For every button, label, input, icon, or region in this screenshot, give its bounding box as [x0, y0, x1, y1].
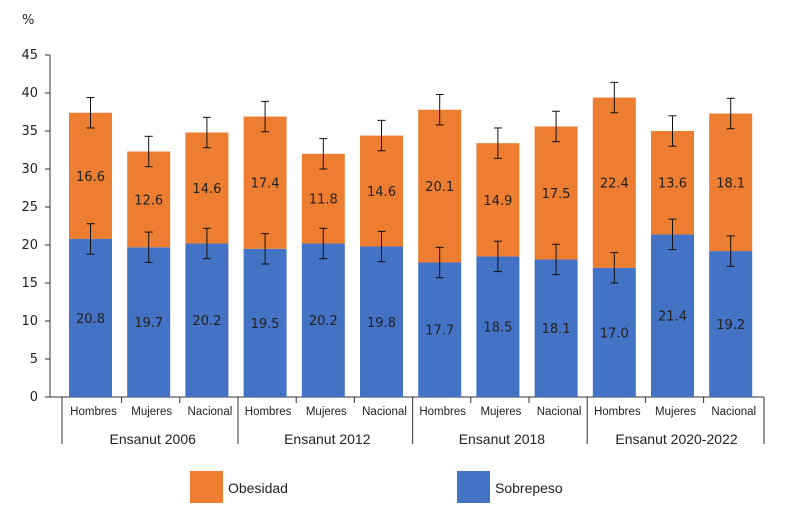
bar-sobrepeso: [243, 248, 287, 397]
bar-obesidad: [69, 112, 112, 239]
bar-obesidad: [592, 97, 636, 268]
legend-swatch: [457, 471, 490, 503]
data-label-obesidad: 14.9: [483, 194, 512, 209]
group-label: Ensanut 2006: [109, 431, 196, 447]
data-label-obesidad: 17.4: [251, 177, 280, 192]
legend-label: Sobrepeso: [495, 480, 563, 496]
legend-label: Obesidad: [228, 480, 288, 496]
data-label-sobrepeso: 20.8: [76, 312, 105, 327]
data-label-obesidad: 14.6: [192, 182, 221, 197]
data-label-obesidad: 20.1: [425, 180, 454, 195]
y-tick-label: 0: [30, 390, 38, 405]
data-label-obesidad: 13.6: [658, 177, 687, 192]
data-label-sobrepeso: 19.2: [716, 318, 745, 333]
bars: 20.8 16.6 19.7 12.6 20.2 14.6 19.5 17.4 20.2 11.8…: [69, 81, 753, 397]
data-label-sobrepeso: 19.8: [367, 316, 396, 331]
y-tick-label: 40: [21, 86, 38, 101]
data-label-sobrepeso: 19.7: [134, 316, 163, 331]
data-label-obesidad: 22.4: [600, 177, 629, 192]
data-label-sobrepeso: 17.0: [600, 326, 629, 341]
bar-sobrepeso: [709, 251, 753, 397]
x-category-label: Hombres: [419, 406, 466, 418]
x-category-label: Mujeres: [131, 406, 172, 418]
y-axis-unit-label: %: [22, 13, 34, 28]
bar-sobrepeso: [418, 262, 462, 397]
x-category-label: Nacional: [362, 406, 407, 418]
bar-obesidad: [360, 135, 403, 247]
data-label-sobrepeso: 17.7: [425, 324, 454, 339]
group-label: Ensanut 2018: [459, 431, 546, 447]
y-tick-label: 25: [21, 200, 38, 215]
data-label-sobrepeso: 21.4: [658, 310, 687, 325]
bar-obesidad: [185, 132, 229, 244]
data-label-sobrepeso: 20.2: [192, 314, 221, 329]
bar-obesidad: [534, 126, 578, 260]
x-category-label: Hombres: [594, 406, 641, 418]
y-tick-label: 45: [21, 48, 38, 63]
x-category-label: Nacional: [537, 406, 582, 418]
bar-obesidad: [243, 116, 287, 249]
bar-obesidad: [709, 113, 753, 252]
y-tick-label: 20: [21, 238, 38, 253]
bar-obesidad: [476, 143, 520, 257]
x-category-label: Mujeres: [655, 406, 696, 418]
data-label-obesidad: 17.5: [542, 187, 571, 202]
axes: 0 5 10 15 20 25 30 35 40 45: [21, 48, 764, 405]
x-category-label: Nacional: [188, 406, 233, 418]
bar-obesidad: [127, 151, 171, 248]
x-category-label: Nacional: [711, 406, 756, 418]
bar-sobrepeso: [534, 259, 578, 397]
data-label-obesidad: 16.6: [76, 170, 105, 185]
y-tick-label: 30: [21, 162, 38, 177]
legend-swatch: [190, 471, 223, 503]
y-tick-label: 10: [21, 314, 38, 329]
data-label-sobrepeso: 18.5: [483, 321, 512, 336]
bar-sobrepeso: [476, 256, 520, 397]
group-label: Ensanut 2020-2022: [615, 431, 737, 447]
bar-sobrepeso: [301, 243, 345, 397]
x-category-label: Mujeres: [480, 406, 521, 418]
y-tick-label: 5: [30, 352, 38, 367]
bar-sobrepeso: [185, 243, 229, 397]
bar-sobrepeso: [127, 247, 171, 397]
data-label-obesidad: 18.1: [716, 176, 745, 191]
data-label-obesidad: 12.6: [134, 193, 163, 208]
x-axis-labels: Hombres Mujeres Nacional Hombres Mujeres Naci…: [61, 397, 765, 447]
x-category-label: Hombres: [245, 406, 292, 418]
bar-sobrepeso: [651, 234, 694, 397]
bar-sobrepeso: [69, 238, 112, 397]
y-tick-label: 15: [21, 276, 38, 291]
data-label-obesidad: 14.6: [367, 185, 396, 200]
bar-obesidad: [651, 131, 694, 235]
y-tick-label: 35: [21, 124, 38, 139]
data-label-sobrepeso: 20.2: [309, 314, 338, 329]
legend: Obesidad Sobrepeso: [190, 471, 563, 503]
bar-sobrepeso: [360, 246, 403, 397]
x-category-label: Hombres: [70, 406, 117, 418]
x-category-label: Mujeres: [306, 406, 347, 418]
data-label-obesidad: 11.8: [309, 193, 338, 208]
group-label: Ensanut 2012: [284, 431, 371, 447]
bar-obesidad: [418, 109, 462, 263]
data-label-sobrepeso: 18.1: [542, 322, 571, 337]
data-label-sobrepeso: 19.5: [251, 317, 280, 332]
bar-sobrepeso: [592, 267, 636, 397]
